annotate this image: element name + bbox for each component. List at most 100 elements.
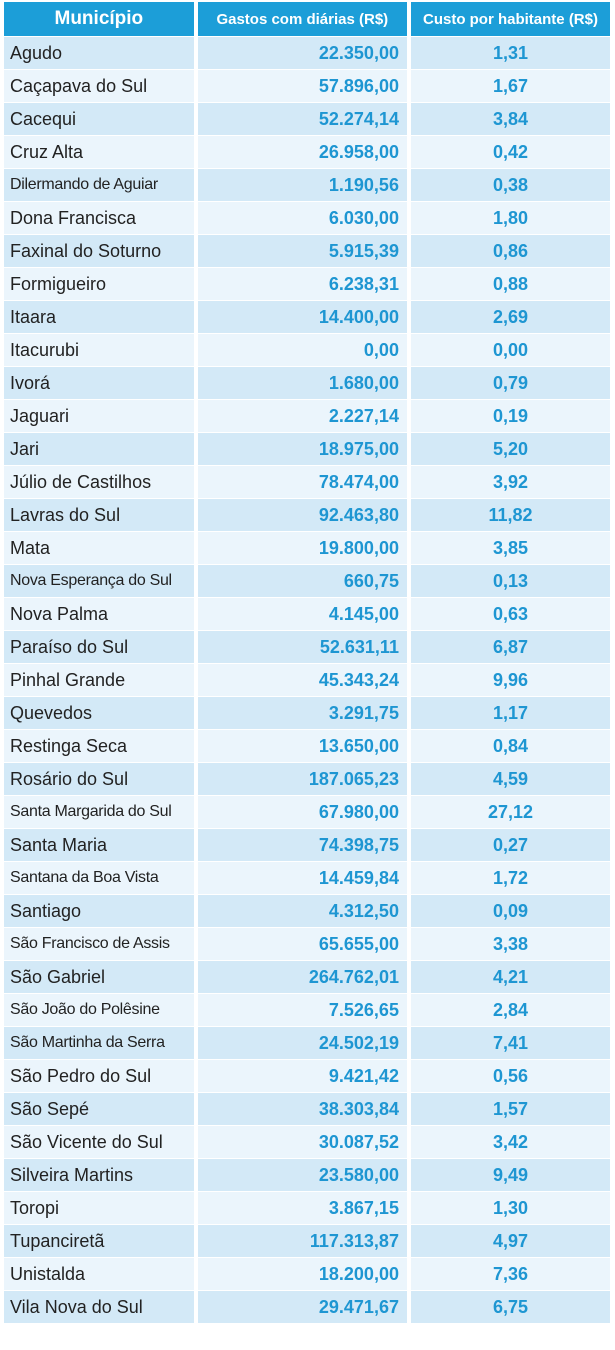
custo-cell: 6,87 [410,631,610,664]
table-row: Pinhal Grande 45.343,24 9,96 [4,664,610,697]
municipio-cell: Paraíso do Sul [4,631,194,664]
gastos-cell: 18.975,00 [197,433,407,466]
gastos-cell: 29.471,67 [197,1291,407,1324]
gastos-cell: 4.312,50 [197,895,407,928]
custo-cell: 0,38 [410,169,610,202]
table-row: Dilermando de Aguiar 1.190,56 0,38 [4,169,610,202]
gastos-cell: 78.474,00 [197,466,407,499]
table-row: Agudo 22.350,00 1,31 [4,37,610,70]
table-row: Ivorá 1.680,00 0,79 [4,367,610,400]
custo-cell: 0,88 [410,268,610,301]
municipio-cell: Itacurubi [4,334,194,367]
custo-cell: 0,27 [410,829,610,862]
municipio-cell: Jari [4,433,194,466]
table-row: São Martinha da Serra 24.502,19 7,41 [4,1027,610,1060]
municipio-cell: São João do Polêsine [4,994,194,1027]
gastos-cell: 45.343,24 [197,664,407,697]
custo-cell: 1,30 [410,1192,610,1225]
table-row: Tupanciretã 117.313,87 4,97 [4,1225,610,1258]
municipio-cell: Lavras do Sul [4,499,194,532]
gastos-cell: 660,75 [197,565,407,598]
municipio-cell: Jaguari [4,400,194,433]
table-row: São Vicente do Sul 30.087,52 3,42 [4,1126,610,1159]
gastos-cell: 19.800,00 [197,532,407,565]
table-row: Mata 19.800,00 3,85 [4,532,610,565]
custo-cell: 6,75 [410,1291,610,1324]
municipio-cell: São Pedro do Sul [4,1060,194,1093]
municipio-cell: Agudo [4,37,194,70]
municipio-cell: Pinhal Grande [4,664,194,697]
custo-cell: 5,20 [410,433,610,466]
custo-cell: 3,85 [410,532,610,565]
table-row: Toropi 3.867,15 1,30 [4,1192,610,1225]
municipio-cell: Cruz Alta [4,136,194,169]
gastos-cell: 3.867,15 [197,1192,407,1225]
custo-cell: 3,38 [410,928,610,961]
gastos-cell: 23.580,00 [197,1159,407,1192]
municipio-cell: São Gabriel [4,961,194,994]
custo-cell: 1,17 [410,697,610,730]
gastos-cell: 7.526,65 [197,994,407,1027]
municipio-cell: Unistalda [4,1258,194,1291]
table-header-row: Município Gastos com diárias (R$) Custo … [4,2,610,37]
table-row: Santana da Boa Vista 14.459,84 1,72 [4,862,610,895]
municipio-cell: Toropi [4,1192,194,1225]
gastos-cell: 65.655,00 [197,928,407,961]
gastos-cell: 38.303,84 [197,1093,407,1126]
gastos-cell: 14.400,00 [197,301,407,334]
table-row: Nova Palma 4.145,00 0,63 [4,598,610,631]
custo-cell: 9,96 [410,664,610,697]
custo-cell: 2,84 [410,994,610,1027]
custo-cell: 0,09 [410,895,610,928]
municipio-cell: Quevedos [4,697,194,730]
table-row: Lavras do Sul 92.463,80 11,82 [4,499,610,532]
table-row: Jaguari 2.227,14 0,19 [4,400,610,433]
gastos-cell: 2.227,14 [197,400,407,433]
municipio-cell: Cacequi [4,103,194,136]
table-row: São Sepé 38.303,84 1,57 [4,1093,610,1126]
gastos-cell: 9.421,42 [197,1060,407,1093]
municipio-cell: Silveira Martins [4,1159,194,1192]
municipio-cell: Caçapava do Sul [4,70,194,103]
gastos-cell: 1.190,56 [197,169,407,202]
municipio-cell: Tupanciretã [4,1225,194,1258]
custo-cell: 1,31 [410,37,610,70]
municipio-cell: Rosário do Sul [4,763,194,796]
table-row: Caçapava do Sul 57.896,00 1,67 [4,70,610,103]
municipio-cell: Ivorá [4,367,194,400]
custo-cell: 3,84 [410,103,610,136]
custo-cell: 9,49 [410,1159,610,1192]
table-row: Júlio de Castilhos 78.474,00 3,92 [4,466,610,499]
gastos-cell: 13.650,00 [197,730,407,763]
table-row: Cacequi 52.274,14 3,84 [4,103,610,136]
gastos-cell: 22.350,00 [197,37,407,70]
table-row: Itaara 14.400,00 2,69 [4,301,610,334]
gastos-cell: 52.631,11 [197,631,407,664]
municipio-cell: São Vicente do Sul [4,1126,194,1159]
table-row: Silveira Martins 23.580,00 9,49 [4,1159,610,1192]
municipio-cell: Formigueiro [4,268,194,301]
custo-cell: 0,42 [410,136,610,169]
gastos-cell: 74.398,75 [197,829,407,862]
custo-cell: 2,69 [410,301,610,334]
municipio-cell: Itaara [4,301,194,334]
custo-cell: 0,00 [410,334,610,367]
gastos-cell: 26.958,00 [197,136,407,169]
table-row: Vila Nova do Sul 29.471,67 6,75 [4,1291,610,1324]
municipio-cell: Restinga Seca [4,730,194,763]
gastos-cell: 14.459,84 [197,862,407,895]
custo-cell: 0,84 [410,730,610,763]
custo-cell: 1,67 [410,70,610,103]
gastos-cell: 30.087,52 [197,1126,407,1159]
custo-cell: 1,80 [410,202,610,235]
custo-cell: 0,13 [410,565,610,598]
gastos-cell: 24.502,19 [197,1027,407,1060]
table-row: Jari 18.975,00 5,20 [4,433,610,466]
header-gastos: Gastos com diárias (R$) [197,2,407,37]
table-row: Santiago 4.312,50 0,09 [4,895,610,928]
table-row: São Gabriel 264.762,01 4,21 [4,961,610,994]
header-municipio: Município [4,2,194,37]
custo-cell: 0,63 [410,598,610,631]
custo-cell: 3,92 [410,466,610,499]
custo-cell: 0,86 [410,235,610,268]
